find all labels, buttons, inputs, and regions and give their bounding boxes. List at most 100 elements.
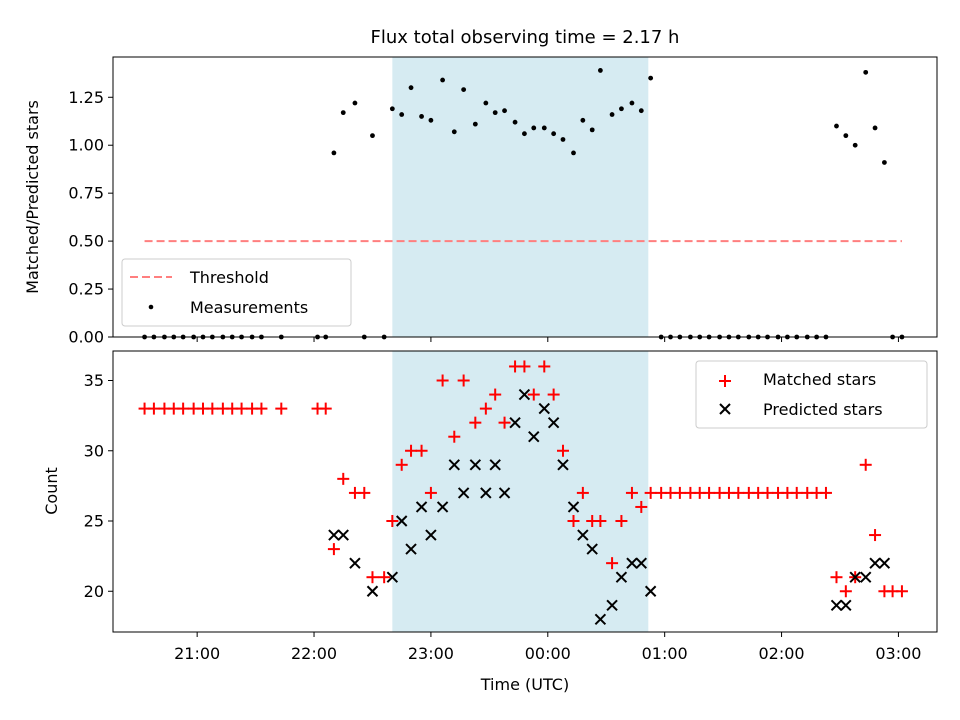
- predicted-star-point: [594, 613, 607, 626]
- measurement-point: [483, 100, 489, 106]
- predicted-star-point: [547, 416, 560, 429]
- matched-star-point: [839, 585, 852, 598]
- matched-star-point: [761, 486, 774, 499]
- predicted-star-point: [425, 529, 437, 541]
- y-tick-label: 0.50: [68, 232, 104, 251]
- predicted-star-point: [635, 557, 648, 569]
- measurement-point: [580, 117, 586, 123]
- y-tick-label: 1.25: [68, 88, 104, 107]
- measurement-point: [863, 69, 869, 75]
- x-b: [436, 501, 449, 513]
- matched-star-point: [703, 486, 716, 499]
- x-b: [577, 529, 589, 541]
- matched-star-point: [415, 444, 428, 457]
- x-b: [528, 430, 540, 443]
- x-b: [586, 543, 598, 555]
- x-b: [840, 599, 852, 612]
- matched-star-point: [556, 444, 569, 457]
- matched-star-point: [177, 402, 190, 415]
- matched-star-point: [358, 486, 371, 499]
- legend-threshold-label: Threshold: [189, 268, 269, 287]
- x-b: [830, 599, 843, 612]
- predicted-star-point: [840, 599, 852, 612]
- measurement-point: [531, 125, 537, 131]
- matched-star-points: [138, 360, 908, 598]
- predicted-star-point: [557, 459, 569, 471]
- predicted-star-point: [567, 501, 580, 513]
- top-legend: Threshold Measurements: [121, 258, 352, 327]
- legend-matched-label: Matched stars: [763, 370, 876, 389]
- x-b: [386, 571, 399, 583]
- matched-star-point: [644, 486, 657, 499]
- matched-star-point: [615, 515, 628, 528]
- x-b: [878, 557, 891, 569]
- measurement-point: [619, 106, 624, 112]
- predicted-star-point: [469, 459, 482, 471]
- predicted-star-point: [644, 585, 657, 597]
- matched-star-point: [819, 486, 832, 499]
- measurement-point: [571, 150, 576, 156]
- matched-star-point: [830, 571, 843, 584]
- matched-star-point: [255, 402, 268, 415]
- y-tick-label: 0.00: [68, 328, 104, 347]
- x-b: [480, 487, 492, 499]
- predicted-star-point: [615, 571, 628, 583]
- matched-star-point: [518, 360, 531, 373]
- predicted-star-point: [395, 515, 408, 527]
- matched-star-point: [469, 416, 482, 429]
- legend-matched-swatch: [719, 375, 731, 387]
- x-tick-label: 02:00: [758, 644, 804, 663]
- top-panel: 0.00 0.25 0.50 0.75 1.00 1.25 Matched/Predict…: [23, 56, 938, 347]
- matched-star-point: [395, 458, 408, 471]
- matched-star-point: [206, 402, 219, 415]
- predicted-star-point: [328, 529, 340, 541]
- x-b: [606, 599, 618, 612]
- matched-star-point: [235, 402, 248, 415]
- predicted-star-point: [606, 599, 618, 612]
- matched-star-point: [366, 571, 379, 584]
- x-b: [626, 557, 638, 569]
- measurement-point: [551, 131, 557, 137]
- measurement-point: [492, 110, 498, 116]
- legend-measurements-swatch: [148, 304, 154, 310]
- top-y-axis-label: Matched/Predicted stars: [23, 100, 42, 294]
- predicted-star-points: [328, 388, 891, 626]
- predicted-star-point: [366, 585, 379, 597]
- x-b: [328, 529, 340, 541]
- predicted-star-point: [859, 571, 872, 583]
- measurement-point: [428, 117, 434, 123]
- matched-star-point: [635, 500, 648, 513]
- matched-star-point: [405, 444, 418, 457]
- measurement-point: [843, 133, 849, 139]
- legend-predicted-swatch: [719, 403, 731, 415]
- matched-star-point: [859, 458, 872, 471]
- legend-measurements-label: Measurements: [190, 298, 308, 317]
- matched-star-point: [594, 515, 607, 528]
- predicted-star-point: [448, 459, 460, 471]
- x-b: [594, 613, 607, 626]
- predicted-star-point: [415, 501, 428, 513]
- bottom-x-axis: 21:00 22:00 23:00 00:00 01:00 02:00 03:00: [174, 632, 921, 663]
- predicted-star-point: [849, 571, 861, 583]
- x-b: [415, 501, 428, 513]
- x-b: [457, 487, 470, 499]
- matched-star-point: [538, 360, 551, 373]
- y-tick-label: 35: [84, 371, 104, 390]
- y-tick-label: 30: [84, 441, 104, 460]
- predicted-star-point: [830, 599, 843, 612]
- x-b: [644, 585, 657, 597]
- predicted-star-point: [878, 557, 891, 569]
- predicted-star-point: [518, 388, 531, 401]
- x-b: [366, 585, 379, 597]
- measurement-point: [648, 75, 654, 81]
- predicted-star-point: [869, 557, 881, 569]
- matched-star-point: [673, 486, 686, 499]
- matched-star-point: [869, 529, 882, 542]
- measurement-point: [440, 77, 445, 83]
- x-b: [337, 529, 349, 541]
- matched-star-point: [457, 374, 470, 387]
- measurement-point: [512, 119, 518, 125]
- matched-star-point: [337, 472, 350, 485]
- predicted-star-point: [498, 487, 511, 499]
- top-shaded-span: [392, 57, 649, 337]
